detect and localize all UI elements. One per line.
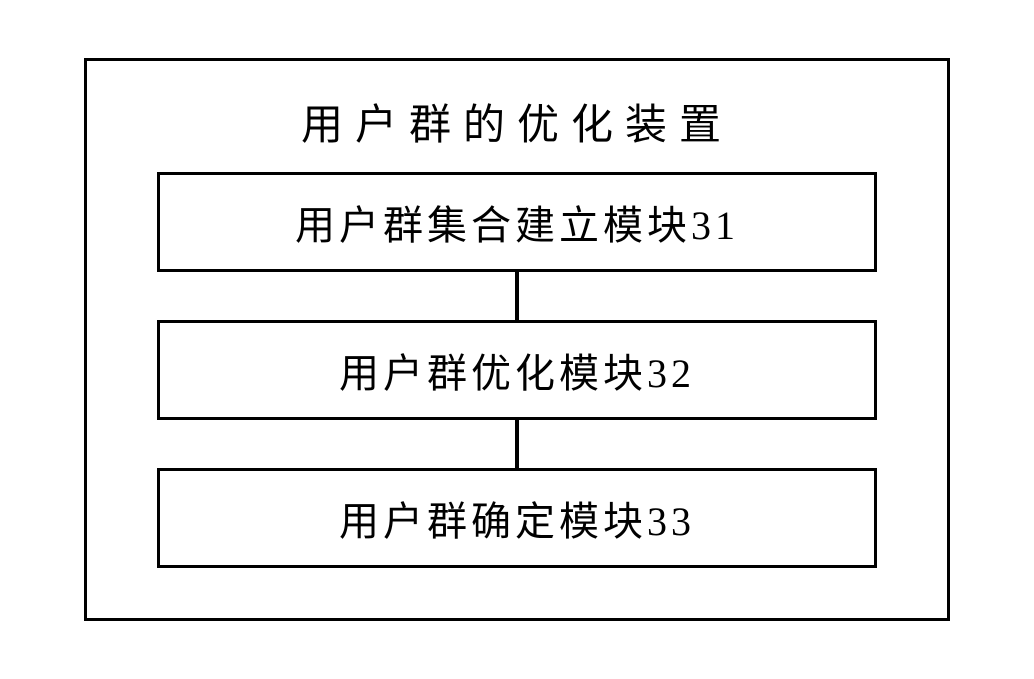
- diagram-title: 用户群的优化装置: [301, 91, 733, 152]
- module-box-3: 用户群确定模块33: [157, 468, 877, 568]
- module-box-1: 用户群集合建立模块31: [157, 172, 877, 272]
- module-label-1: 用户群集合建立模块31: [295, 203, 739, 248]
- diagram-container: 用户群的优化装置 用户群集合建立模块31 用户群优化模块32 用户群确定模块33: [84, 58, 950, 621]
- module-label-2: 用户群优化模块32: [339, 351, 695, 396]
- module-label-3: 用户群确定模块33: [339, 499, 695, 544]
- connector-1-2: [515, 272, 519, 320]
- module-box-2: 用户群优化模块32: [157, 320, 877, 420]
- connector-2-3: [515, 420, 519, 468]
